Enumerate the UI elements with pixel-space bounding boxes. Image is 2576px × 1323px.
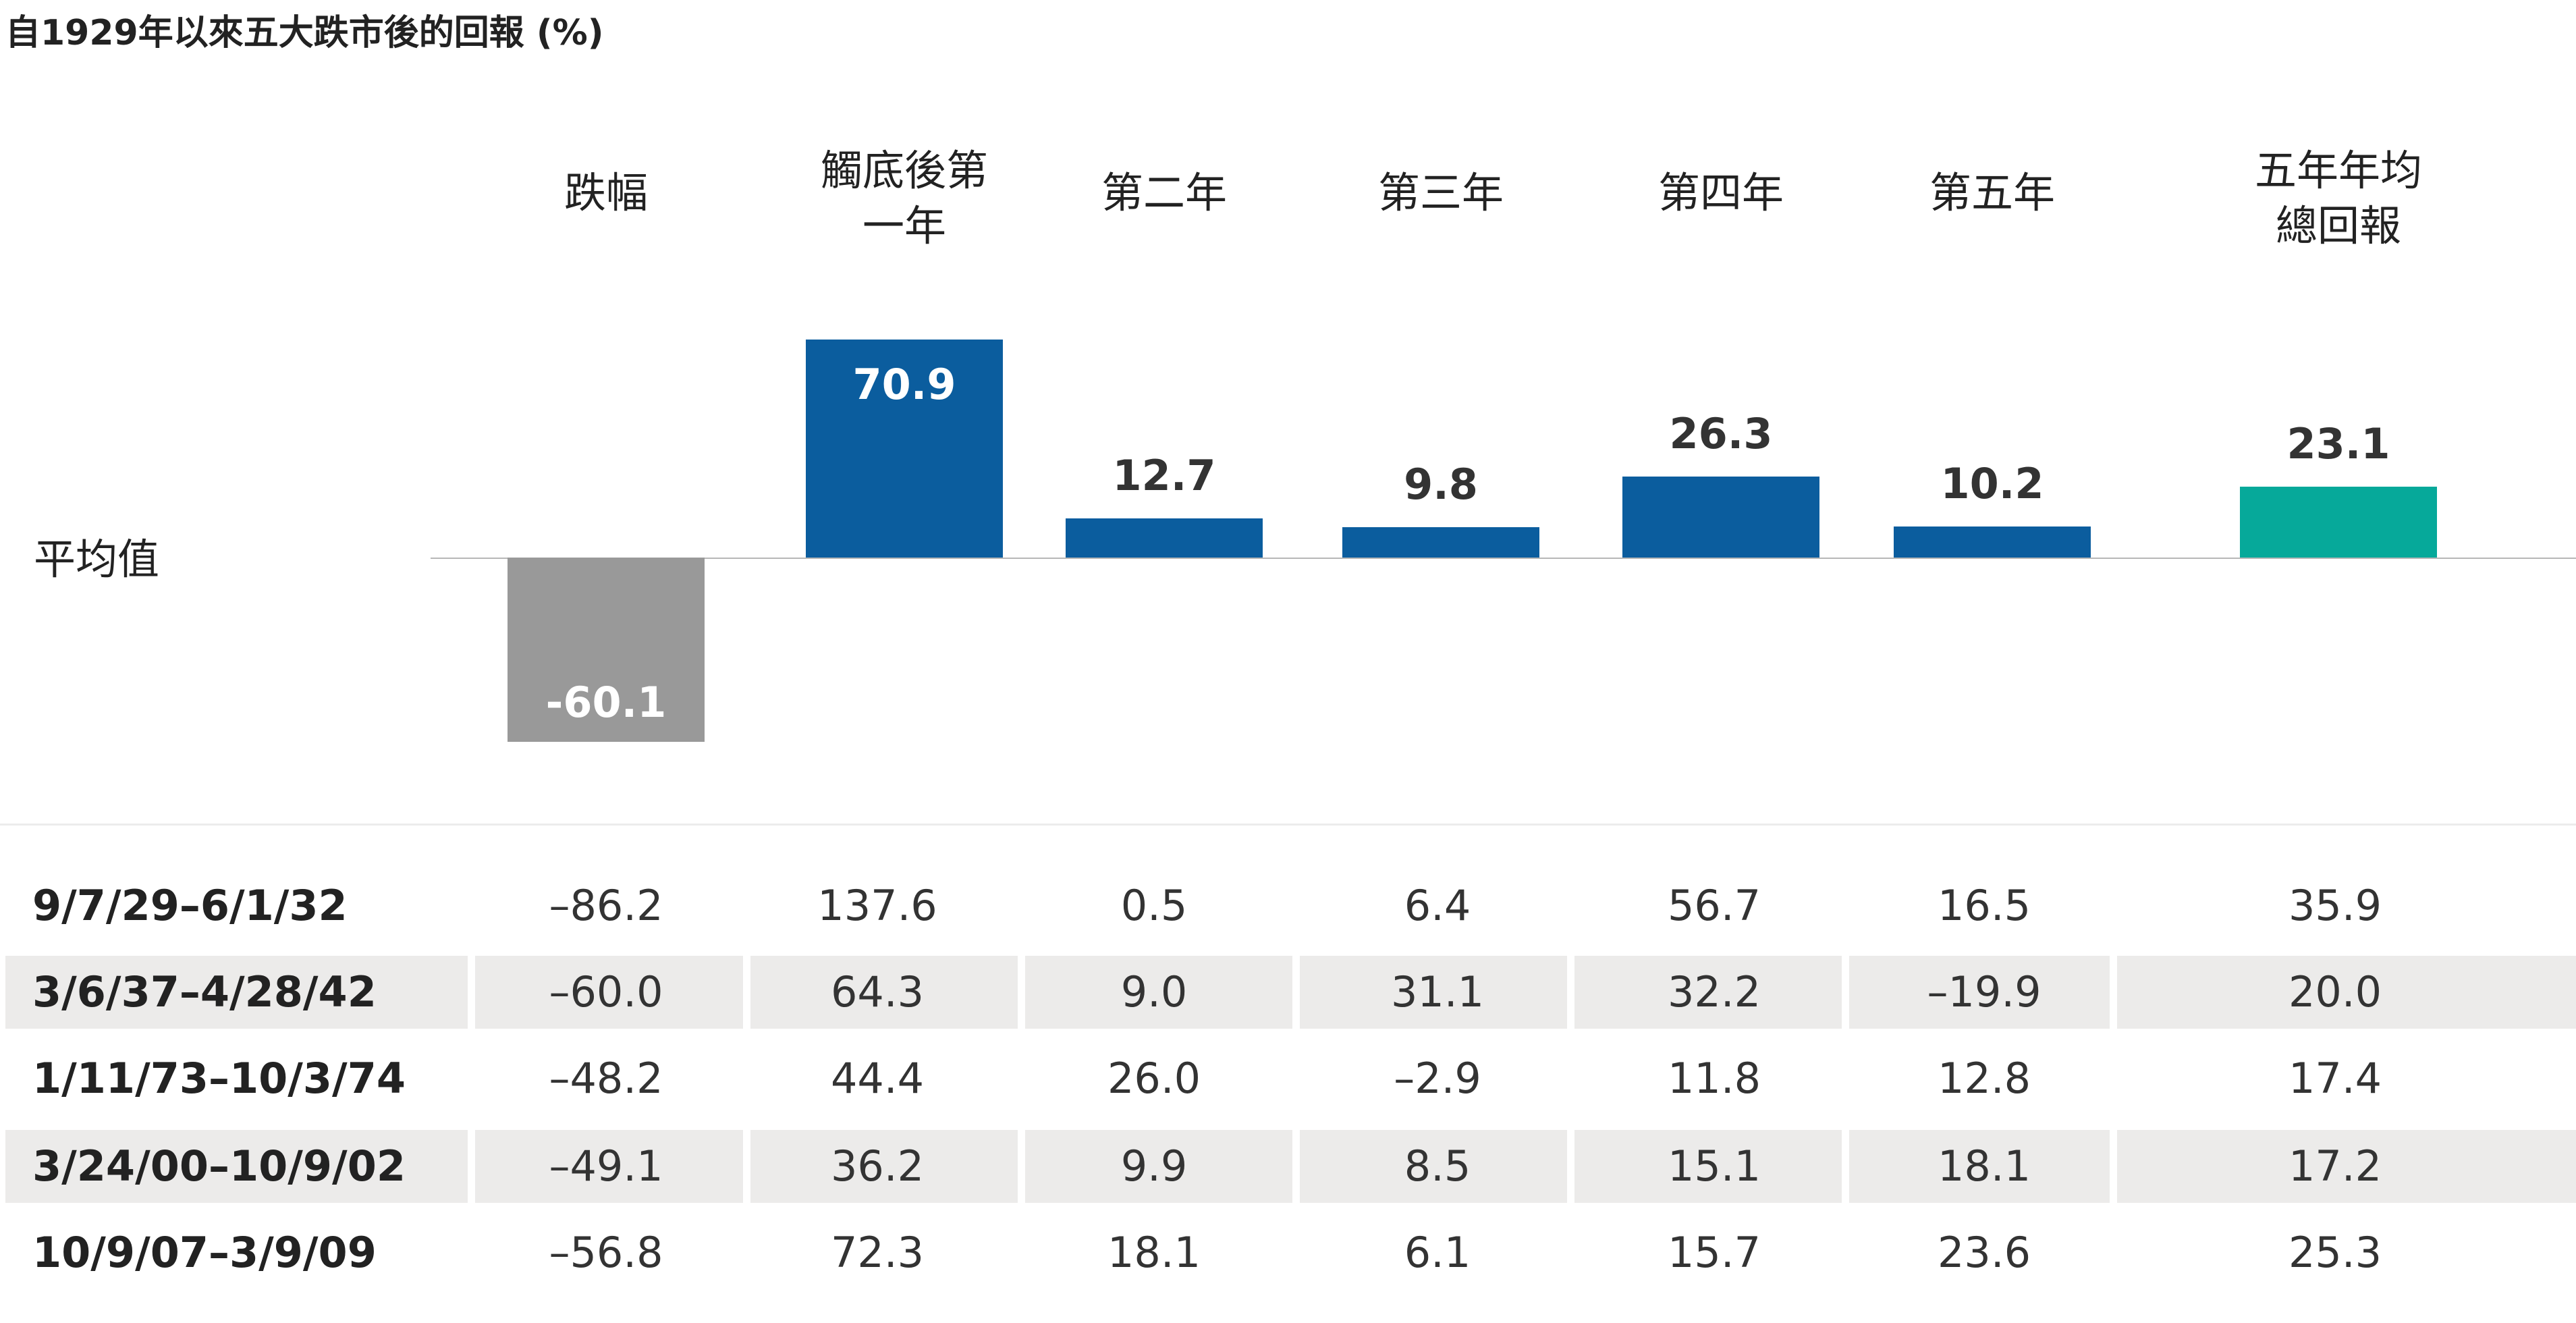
cell-background [1025, 956, 1292, 1029]
table-cell: 6.1 [1404, 1228, 1471, 1277]
column-header: 第二年 [1101, 168, 1227, 217]
table-cell: 9.0 [1120, 967, 1188, 1017]
table-cell: –56.8 [549, 1228, 663, 1277]
chart-title: 自1929年以來五大跌市後的回報 (%) [5, 13, 604, 53]
bar-value-label: -60.1 [545, 678, 667, 728]
bar-value-label: 12.7 [1112, 451, 1216, 501]
table-row: 3/6/37–4/28/42 –60.0 64.3 9.0 31.1 32.2 –19.9 2… [0, 956, 2576, 1029]
bar [1066, 518, 1263, 558]
table-row: 10/9/07–3/9/09 –56.8 72.3 18.1 6.1 15.7 23.6 25… [0, 1216, 2576, 1289]
row-period-label: 10/9/07–3/9/09 [32, 1228, 377, 1277]
zero-baseline [431, 558, 2576, 559]
table-cell: 35.9 [2288, 881, 2382, 930]
cell-background [1574, 1130, 1842, 1203]
bar-value-label: 26.3 [1669, 409, 1773, 459]
column-header: 第四年 [1657, 168, 1784, 217]
table-cell: 15.7 [1667, 1228, 1761, 1277]
table-cell: 15.1 [1667, 1141, 1761, 1191]
average-row-label: 平均值 [34, 535, 160, 584]
table-cell: –60.0 [549, 967, 663, 1017]
table-cell: 17.2 [2288, 1141, 2382, 1191]
table-cell: 56.7 [1667, 881, 1761, 930]
table-cell: 72.3 [830, 1228, 925, 1277]
table-cell: 26.0 [1107, 1054, 1201, 1103]
cell-background [1300, 956, 1567, 1029]
column-header: 五年年均 總回報 [2254, 146, 2422, 250]
bar [2240, 486, 2437, 558]
table-row: 9/7/29–6/1/32 –86.2 137.6 0.5 6.4 56.7 16.5 35.… [0, 869, 2576, 942]
table-cell: 23.6 [1937, 1228, 2031, 1277]
table-cell: 0.5 [1120, 881, 1188, 930]
table-cell: 18.1 [1937, 1141, 2031, 1191]
table-cell: 36.2 [830, 1141, 925, 1191]
cell-background [1025, 1130, 1292, 1203]
table-cell: 9.9 [1120, 1141, 1188, 1191]
bar-value-label: 9.8 [1404, 460, 1478, 510]
bar-value-label: 23.1 [2286, 418, 2390, 468]
table-cell: –86.2 [549, 881, 663, 930]
row-period-label: 1/11/73–10/3/74 [32, 1054, 406, 1103]
cell-background [1574, 956, 1842, 1029]
table-cell: 64.3 [830, 967, 925, 1017]
column-header: 跌幅 [564, 168, 648, 217]
table-cell: –49.1 [549, 1141, 663, 1191]
table-cell: 25.3 [2288, 1228, 2382, 1277]
cell-background [2117, 1130, 2576, 1203]
column-header: 觸底後第 一年 [820, 146, 988, 250]
table-cell: 18.1 [1107, 1228, 1201, 1277]
cell-background [1849, 1130, 2110, 1203]
table-cell: 44.4 [830, 1054, 925, 1103]
bar [806, 340, 1003, 558]
bar [508, 558, 705, 742]
table-cell: 20.0 [2288, 967, 2382, 1017]
table-cell: –19.9 [1927, 967, 2041, 1017]
table-cell: –2.9 [1394, 1054, 1481, 1103]
column-header: 第五年 [1929, 168, 2055, 217]
row-period-label: 9/7/29–6/1/32 [32, 881, 348, 930]
table-cell: 17.4 [2288, 1054, 2382, 1103]
table-cell: 16.5 [1937, 881, 2031, 930]
table-cell: 12.8 [1937, 1054, 2031, 1103]
table-cell: 8.5 [1404, 1141, 1471, 1191]
cell-background [1849, 956, 2110, 1029]
table-cell: 11.8 [1667, 1054, 1761, 1103]
cell-background [475, 956, 743, 1029]
row-period-label: 3/24/00–10/9/02 [32, 1141, 406, 1191]
table-cell: –48.2 [549, 1054, 663, 1103]
table-cell: 32.2 [1667, 967, 1761, 1017]
table-cell: 31.1 [1390, 967, 1485, 1017]
row-period-label: 3/6/37–4/28/42 [32, 967, 377, 1017]
bar [1894, 526, 2091, 558]
column-header: 第三年 [1377, 168, 1504, 217]
cell-background [2117, 956, 2576, 1029]
chart-table-divider [0, 824, 2576, 826]
table-cell: 137.6 [817, 881, 937, 930]
table-row: 3/24/00–10/9/02 –49.1 36.2 9.9 8.5 15.1 18.1 17… [0, 1130, 2576, 1203]
cell-background [5, 1130, 468, 1203]
bar [1342, 527, 1539, 558]
table-cell: 6.4 [1404, 881, 1471, 930]
cell-background [750, 1130, 1018, 1203]
bar [1622, 477, 1819, 558]
bar-value-label: 10.2 [1940, 458, 2044, 508]
cell-background [5, 956, 468, 1029]
bar-value-label: 70.9 [852, 360, 956, 410]
table-row: 1/11/73–10/3/74 –48.2 44.4 26.0 –2.9 11.8 12.8… [0, 1042, 2576, 1115]
cell-background [475, 1130, 743, 1203]
cell-background [1300, 1130, 1567, 1203]
cell-background [750, 956, 1018, 1029]
